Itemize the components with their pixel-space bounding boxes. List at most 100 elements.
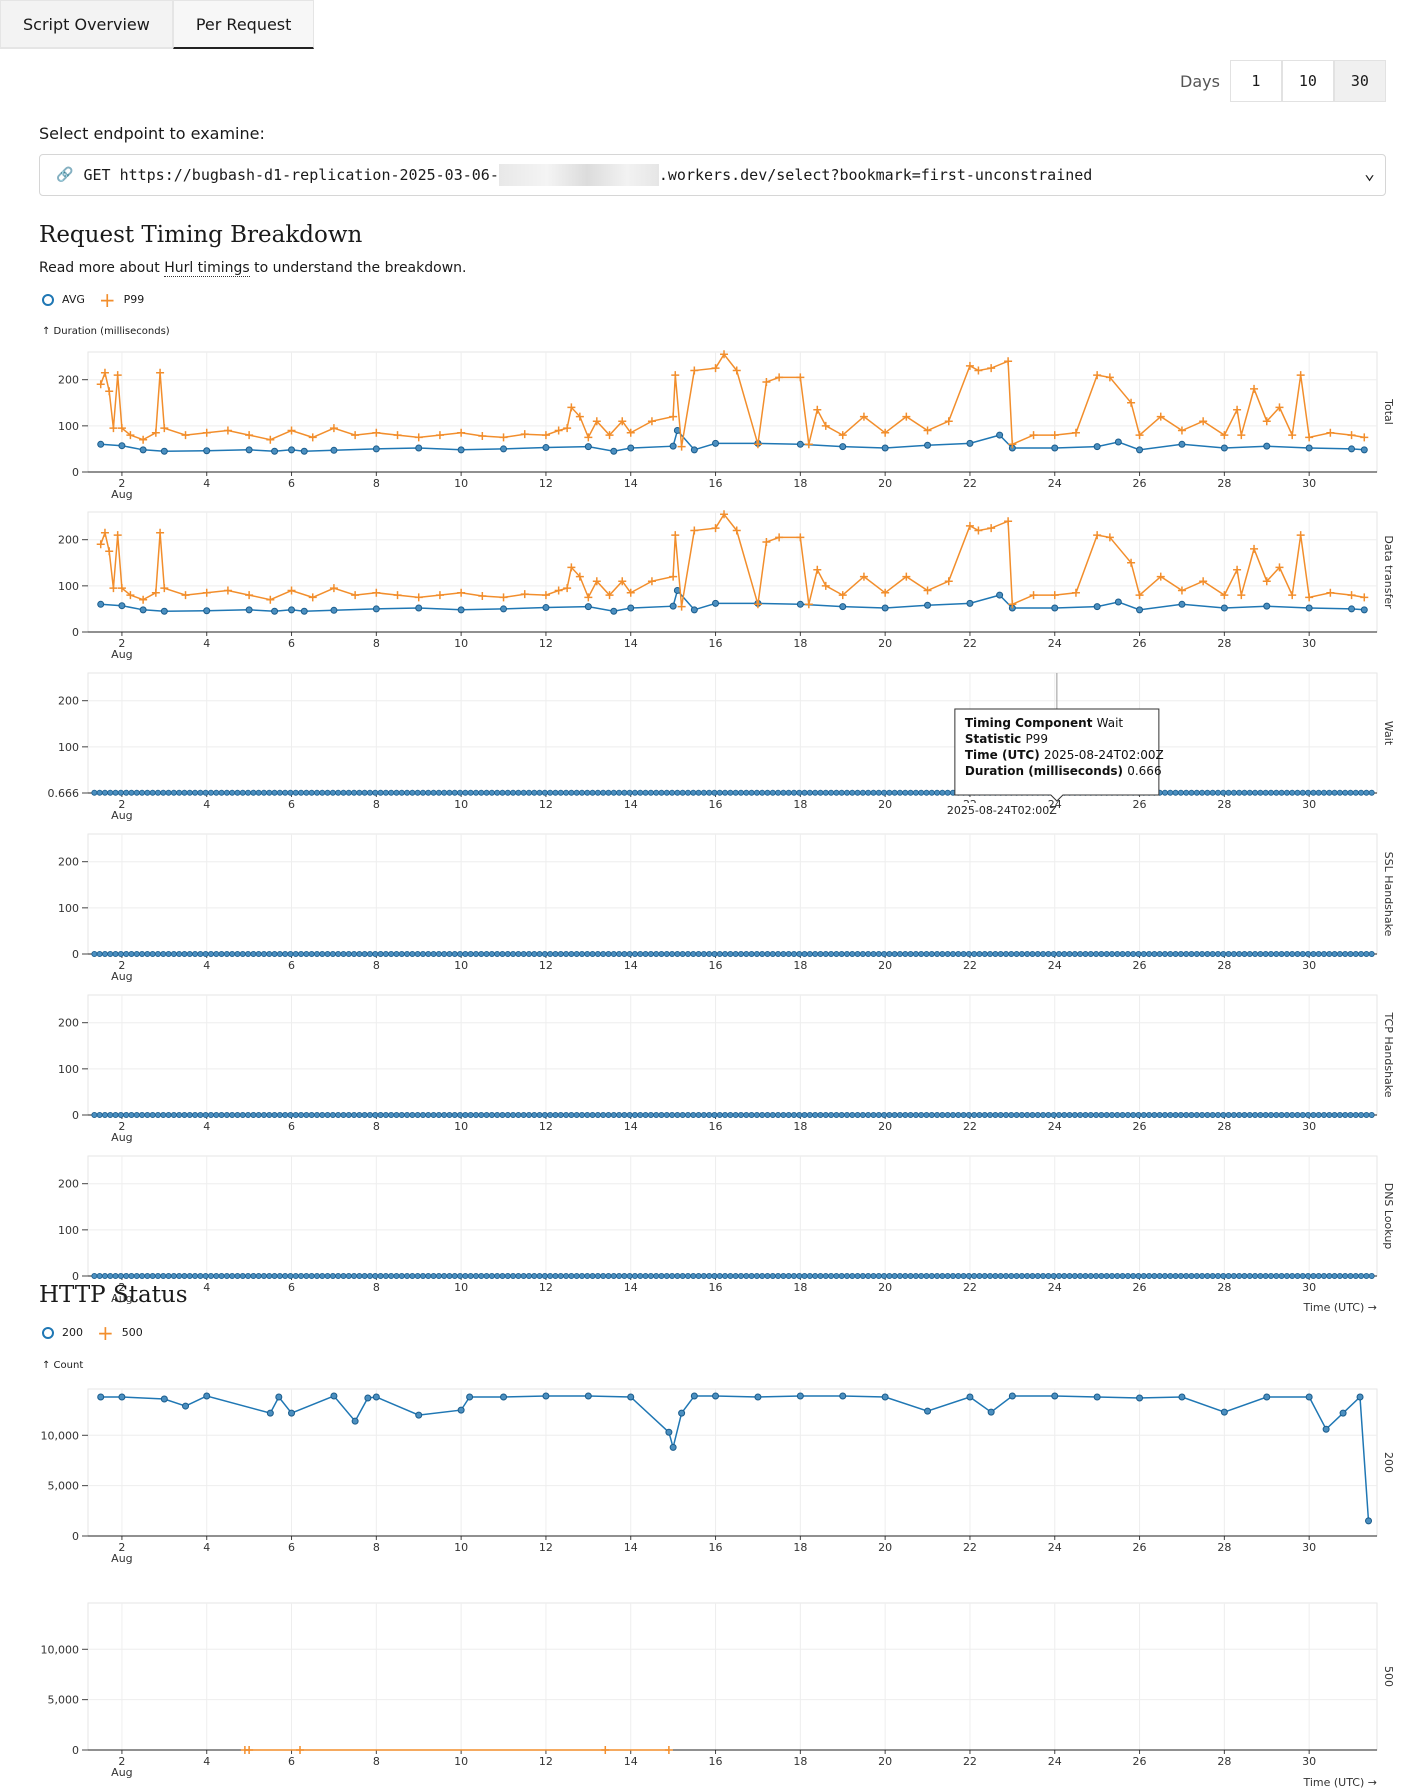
avg-point (997, 789, 1004, 796)
facet-frame (87, 1155, 1378, 1277)
count-200-point (118, 1393, 126, 1401)
y-tick-label: 200 (58, 534, 79, 547)
p99-point (105, 547, 114, 556)
x-tick-label: 22 (963, 477, 977, 490)
avg-point (706, 789, 713, 796)
y-tick-label: 200 (58, 695, 79, 708)
avg-point (1008, 789, 1015, 796)
avg-point (1167, 789, 1174, 796)
avg-point (965, 789, 972, 796)
count-200-point (351, 1417, 359, 1425)
avg-point (1299, 1112, 1306, 1119)
avg-point (276, 1273, 283, 1280)
avg-point (589, 789, 596, 796)
avg-point (1167, 951, 1174, 958)
p99-point (1156, 572, 1165, 581)
avg-point (610, 951, 617, 958)
avg-point (679, 1112, 686, 1119)
avg-point (1236, 951, 1243, 958)
endpoint-select[interactable]: 🔗 GET https://bugbash-d1-replication-202… (39, 154, 1386, 196)
x-tick-label: 12 (539, 1541, 553, 1554)
avg-point (828, 1112, 835, 1119)
avg-point (780, 1273, 787, 1280)
x-tick-label: 28 (1217, 959, 1231, 972)
tab-script-overview[interactable]: Script Overview (0, 0, 173, 49)
hurl-timings-link[interactable]: Hurl timings (164, 260, 250, 277)
avg-point (382, 789, 389, 796)
avg-point (472, 1112, 479, 1119)
avg-point (875, 1112, 882, 1119)
p99-point (435, 591, 444, 600)
avg-point (642, 951, 649, 958)
avg-point (796, 789, 803, 796)
avg-point (1008, 1112, 1015, 1119)
avg-point (1336, 789, 1343, 796)
p99-point (1093, 371, 1102, 380)
avg-point (987, 951, 994, 958)
avg-point (642, 1112, 649, 1119)
avg-point (674, 1112, 681, 1119)
x-tick-label: 16 (709, 1281, 723, 1294)
avg-point (843, 951, 850, 958)
avg-point (361, 1273, 368, 1280)
avg-point (112, 1273, 119, 1280)
avg-point (223, 951, 230, 958)
avg-point (944, 789, 951, 796)
p99-point (647, 417, 656, 426)
y-tick-label: 0 (72, 1530, 79, 1543)
avg-point (409, 789, 416, 796)
avg-point (186, 951, 193, 958)
x-tick-label: 6 (288, 637, 295, 650)
p99-point (245, 431, 254, 440)
avg-point (133, 1273, 140, 1280)
p99-point (804, 600, 813, 609)
avg-point (1183, 951, 1190, 958)
avg-point (754, 439, 762, 447)
avg-point (1114, 438, 1122, 446)
x-tick-label: 14 (624, 1281, 638, 1294)
days-30-button[interactable]: 30 (1333, 60, 1386, 102)
avg-point (1299, 951, 1306, 958)
avg-point (139, 789, 146, 796)
avg-point (1342, 951, 1349, 958)
avg-point (1161, 951, 1168, 958)
avg-point (1167, 1112, 1174, 1119)
avg-point (976, 951, 983, 958)
avg-point (525, 789, 532, 796)
avg-point (1177, 1112, 1184, 1119)
p99-point (1050, 431, 1059, 440)
avg-point (854, 1112, 861, 1119)
x-tick-label: 4 (203, 637, 210, 650)
days-1-button[interactable]: 1 (1229, 60, 1282, 102)
avg-point (902, 1273, 909, 1280)
avg-point (1002, 789, 1009, 796)
avg-point (117, 789, 124, 796)
avg-point (1130, 1273, 1137, 1280)
p99-point (1233, 565, 1242, 574)
avg-point (1002, 1112, 1009, 1119)
avg-point (1273, 951, 1280, 958)
avg-point (1130, 951, 1137, 958)
endpoint-method: GET (83, 166, 111, 184)
days-10-button[interactable]: 10 (1281, 60, 1334, 102)
avg-point (223, 789, 230, 796)
avg-point (790, 1273, 797, 1280)
x-tick-label: 10 (454, 1120, 468, 1133)
tab-per-request[interactable]: Per Request (172, 0, 315, 49)
avg-point (457, 1273, 464, 1280)
p99-point (181, 591, 190, 600)
link-icon: 🔗 (56, 167, 74, 183)
avg-point (300, 447, 308, 455)
avg-point (1263, 602, 1271, 610)
avg-point (817, 789, 824, 796)
p99-point (1296, 371, 1305, 380)
avg-point (313, 1273, 320, 1280)
avg-point (1257, 789, 1264, 796)
avg-point (340, 1273, 347, 1280)
avg-point (1257, 1112, 1264, 1119)
http-x-axis-label: Time (UTC) → (1302, 1776, 1377, 1789)
avg-point (1283, 789, 1290, 796)
avg-point (229, 1273, 236, 1280)
avg-point (377, 951, 384, 958)
avg-point (541, 789, 548, 796)
